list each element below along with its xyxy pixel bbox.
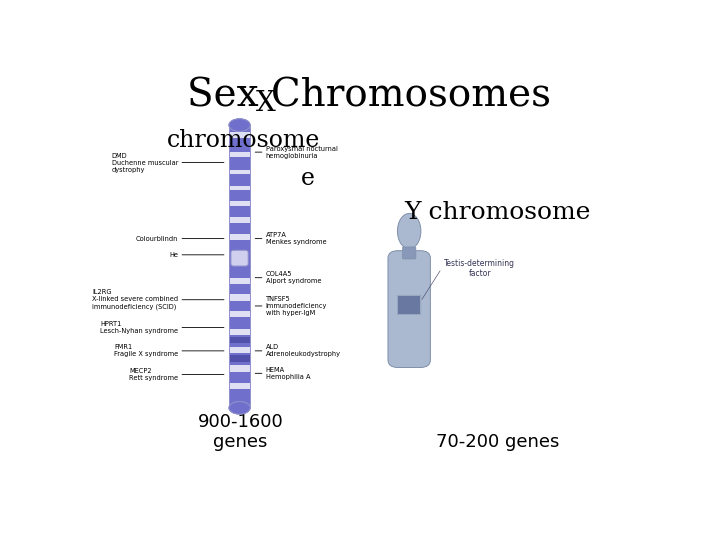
Bar — [229, 278, 250, 284]
Text: ATP7A
Menkes syndrome: ATP7A Menkes syndrome — [266, 232, 326, 245]
Bar — [229, 186, 250, 190]
Bar — [229, 268, 250, 275]
Text: X: X — [256, 90, 276, 117]
Bar — [229, 132, 250, 138]
Text: DMD
Duchenne muscular
dystrophy: DMD Duchenne muscular dystrophy — [112, 152, 178, 172]
Bar — [229, 365, 250, 372]
Ellipse shape — [397, 213, 421, 249]
Bar — [229, 218, 250, 223]
Bar — [229, 337, 250, 343]
Bar — [229, 355, 250, 362]
Bar — [229, 303, 250, 308]
Bar — [398, 295, 420, 314]
Bar — [229, 234, 250, 240]
Bar — [229, 125, 250, 408]
Bar — [229, 125, 250, 408]
Bar — [229, 152, 250, 157]
Bar — [229, 329, 250, 335]
Bar — [229, 286, 250, 292]
Text: HEMA
Hemophilia A: HEMA Hemophilia A — [266, 367, 310, 380]
Text: FMR1
Fragile X syndrome: FMR1 Fragile X syndrome — [114, 345, 178, 357]
Text: MECP2
Rett syndrome: MECP2 Rett syndrome — [129, 368, 178, 381]
Text: HPRT1
Lesch-Nyhan syndrome: HPRT1 Lesch-Nyhan syndrome — [100, 321, 178, 334]
Bar — [229, 375, 250, 380]
Bar — [229, 192, 250, 198]
Bar — [229, 319, 250, 326]
Text: He: He — [169, 252, 178, 258]
Ellipse shape — [229, 119, 250, 131]
Ellipse shape — [229, 119, 250, 131]
Bar — [229, 170, 250, 174]
Text: Testis-determining
factor: Testis-determining factor — [444, 259, 516, 278]
Bar — [229, 225, 250, 231]
FancyBboxPatch shape — [402, 247, 416, 259]
Bar — [229, 201, 250, 206]
Text: Paroxysmal nocturnal
hemoglobinuria: Paroxysmal nocturnal hemoglobinuria — [266, 146, 338, 159]
Text: Colourblindn: Colourblindn — [136, 235, 178, 241]
Text: IL2RG
X-linked severe combined
immunodeficiency (SCID): IL2RG X-linked severe combined immunodef… — [92, 289, 178, 310]
Text: e: e — [301, 167, 315, 190]
Bar — [229, 161, 250, 166]
Text: 70-200 genes: 70-200 genes — [436, 434, 559, 451]
Text: Y chromosome: Y chromosome — [404, 201, 590, 224]
Text: COL4A5
Alport syndrome: COL4A5 Alport syndrome — [266, 271, 321, 284]
Bar — [229, 294, 250, 301]
Text: TNFSF5
Immunodeficiency
with hyper-IgM: TNFSF5 Immunodeficiency with hyper-IgM — [266, 296, 327, 316]
Text: chromosome: chromosome — [167, 129, 320, 152]
Text: Sex Chromosomes: Sex Chromosomes — [187, 77, 551, 114]
FancyBboxPatch shape — [231, 250, 248, 266]
Bar — [229, 383, 250, 389]
FancyBboxPatch shape — [388, 251, 431, 368]
Ellipse shape — [229, 402, 250, 414]
Bar — [229, 178, 250, 182]
Bar — [229, 347, 250, 353]
Bar — [229, 393, 250, 397]
Ellipse shape — [229, 402, 250, 414]
Text: 900-1600
genes: 900-1600 genes — [198, 413, 284, 451]
Text: ALD
Adrenoleukodystrophy: ALD Adrenoleukodystrophy — [266, 345, 341, 357]
Bar — [229, 312, 250, 317]
Bar — [229, 141, 250, 148]
Bar — [229, 208, 250, 214]
